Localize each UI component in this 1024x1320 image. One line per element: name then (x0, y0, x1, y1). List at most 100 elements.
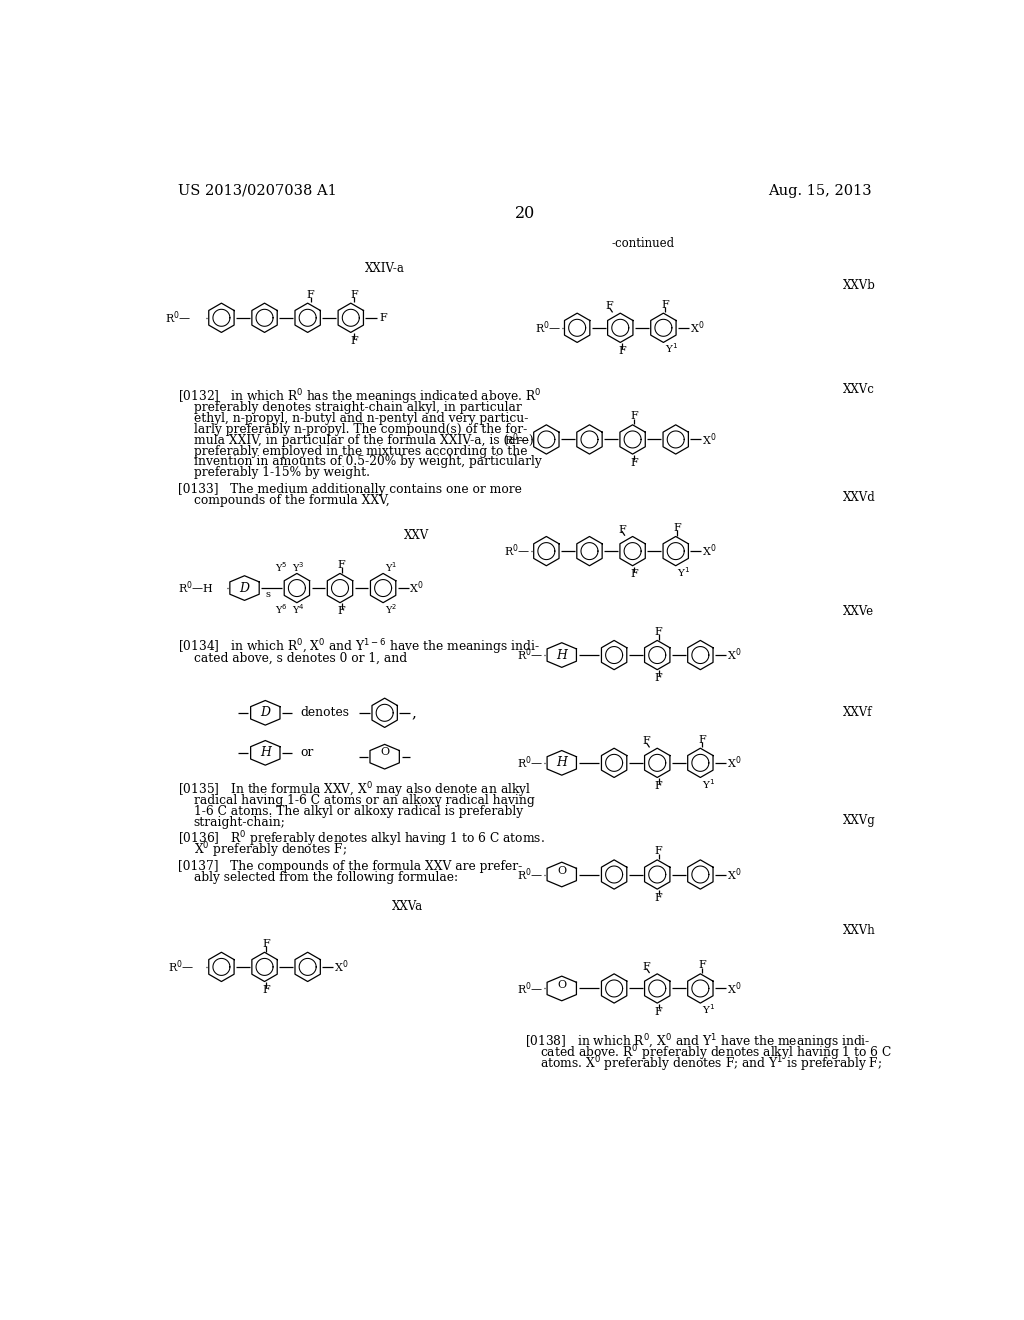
Text: R$^0$—: R$^0$— (504, 543, 530, 560)
Text: XXVe: XXVe (843, 605, 873, 618)
Text: Y$^3$: Y$^3$ (292, 561, 304, 574)
Text: X$^0$: X$^0$ (334, 958, 348, 975)
Text: R$^0$—: R$^0$— (165, 309, 191, 326)
Text: preferably employed in the mixtures according to the: preferably employed in the mixtures acco… (194, 445, 527, 458)
Text: H: H (260, 746, 270, 759)
Text: preferably denotes straight-chain alkyl, in particular: preferably denotes straight-chain alkyl,… (194, 401, 521, 414)
Text: F: F (338, 606, 345, 616)
Text: F: F (643, 737, 650, 746)
Text: [0136]   R$^0$ preferably denotes alkyl having 1 to 6 C atoms.: [0136] R$^0$ preferably denotes alkyl ha… (178, 829, 545, 849)
Text: Y$^5$: Y$^5$ (275, 561, 288, 574)
Text: O: O (380, 747, 389, 758)
Text: radical having 1-6 C atoms or an alkoxy radical having: radical having 1-6 C atoms or an alkoxy … (194, 795, 535, 807)
Text: [0135]   In the formula XXV, X$^0$ may also denote an alkyl: [0135] In the formula XXV, X$^0$ may als… (178, 780, 531, 800)
Text: F: F (655, 846, 663, 857)
Text: F: F (350, 289, 357, 300)
Text: F: F (605, 301, 613, 312)
Text: F: F (262, 939, 270, 949)
Text: F: F (379, 313, 387, 323)
Text: R$^0$—: R$^0$— (517, 866, 544, 883)
Text: F: F (338, 560, 345, 570)
Text: O: O (557, 866, 566, 875)
Text: O: O (557, 979, 566, 990)
Text: XXVf: XXVf (843, 706, 872, 719)
Text: D: D (240, 582, 250, 594)
Text: Y$^1$: Y$^1$ (385, 561, 397, 574)
Text: F: F (655, 673, 663, 684)
Text: US 2013/0207038 A1: US 2013/0207038 A1 (178, 183, 337, 198)
Text: X$^0$: X$^0$ (701, 432, 717, 447)
Text: invention in amounts of 0.5-20% by weight, particularly: invention in amounts of 0.5-20% by weigh… (194, 455, 542, 469)
Text: cated above, s denotes 0 or 1, and: cated above, s denotes 0 or 1, and (194, 652, 407, 665)
Text: R$^0$—: R$^0$— (504, 432, 530, 447)
Text: preferably 1-15% by weight.: preferably 1-15% by weight. (194, 466, 370, 479)
Text: F: F (350, 335, 357, 346)
Text: [0133]   The medium additionally contains one or more: [0133] The medium additionally contains … (178, 483, 522, 496)
Text: D: D (260, 706, 270, 719)
Text: XXVb: XXVb (843, 279, 876, 292)
Text: F: F (262, 985, 270, 995)
Text: F: F (307, 289, 314, 300)
Text: atoms. X$^0$ preferably denotes F; and Y$^1$ is preferably F;: atoms. X$^0$ preferably denotes F; and Y… (541, 1055, 883, 1073)
Text: compounds of the formula XXV,: compounds of the formula XXV, (194, 494, 389, 507)
Text: XXIV-a: XXIV-a (366, 261, 406, 275)
Text: Y$^6$: Y$^6$ (275, 602, 288, 615)
Text: Y$^2$: Y$^2$ (385, 602, 397, 615)
Text: XXVh: XXVh (843, 924, 876, 937)
Text: Y$^1$: Y$^1$ (701, 1002, 715, 1016)
Text: R$^0$—H: R$^0$—H (178, 579, 214, 597)
Text: F: F (698, 961, 706, 970)
Text: cated above. R$^0$ preferably denotes alkyl having 1 to 6 C: cated above. R$^0$ preferably denotes al… (541, 1043, 892, 1063)
Text: F: F (630, 569, 638, 579)
Text: ably selected from the following formulae:: ably selected from the following formula… (194, 871, 458, 884)
Text: X$^0$: X$^0$ (727, 981, 741, 997)
Text: F: F (655, 892, 663, 903)
Text: [0134]   in which R$^0$, X$^0$ and Y$^{1-6}$ have the meanings indi-: [0134] in which R$^0$, X$^0$ and Y$^{1-6… (178, 638, 540, 657)
Text: Y$^1$: Y$^1$ (677, 565, 690, 578)
Text: 20: 20 (515, 206, 535, 222)
Text: XXVd: XXVd (843, 491, 876, 504)
Text: F: F (617, 346, 626, 356)
Text: X$^0$: X$^0$ (701, 543, 717, 560)
Text: H: H (556, 648, 567, 661)
Text: F: F (630, 458, 638, 467)
Text: F: F (617, 524, 626, 535)
Text: Y$^4$: Y$^4$ (292, 602, 305, 615)
Text: X$^0$ preferably denotes F;: X$^0$ preferably denotes F; (194, 840, 347, 859)
Text: -continued: -continued (611, 236, 675, 249)
Text: X$^0$: X$^0$ (410, 579, 424, 597)
Text: X$^0$: X$^0$ (727, 755, 741, 771)
Text: F: F (674, 523, 681, 533)
Text: ,: , (412, 706, 417, 719)
Text: F: F (630, 412, 638, 421)
Text: R$^0$—: R$^0$— (517, 981, 544, 997)
Text: s: s (265, 590, 270, 599)
Text: F: F (655, 627, 663, 638)
Text: larly preferably n-propyl. The compound(s) of the for-: larly preferably n-propyl. The compound(… (194, 422, 527, 436)
Text: Y$^1$: Y$^1$ (701, 776, 715, 791)
Text: R$^0$—: R$^0$— (535, 319, 561, 337)
Text: F: F (655, 1007, 663, 1016)
Text: ethyl, n-propyl, n-butyl and n-pentyl and very particu-: ethyl, n-propyl, n-butyl and n-pentyl an… (194, 412, 528, 425)
Text: R$^0$—: R$^0$— (517, 755, 544, 771)
Text: X$^0$: X$^0$ (689, 319, 703, 337)
Text: R$^0$—: R$^0$— (517, 647, 544, 664)
Text: denotes: denotes (300, 706, 349, 719)
Text: F: F (655, 781, 663, 791)
Text: XXVc: XXVc (843, 383, 874, 396)
Text: Aug. 15, 2013: Aug. 15, 2013 (768, 183, 871, 198)
Text: XXVg: XXVg (843, 814, 876, 828)
Text: [0132]   in which R$^0$ has the meanings indicated above. R$^0$: [0132] in which R$^0$ has the meanings i… (178, 387, 542, 407)
Text: R$^0$—: R$^0$— (168, 958, 195, 975)
Text: XXV: XXV (403, 529, 429, 543)
Text: Y$^1$: Y$^1$ (665, 342, 678, 355)
Text: mula XXIV, in particular of the formula XXIV-a, is (are): mula XXIV, in particular of the formula … (194, 434, 534, 446)
Text: [0137]   The compounds of the formula XXV are prefer-: [0137] The compounds of the formula XXV … (178, 861, 522, 874)
Text: F: F (698, 735, 706, 744)
Text: H: H (556, 756, 567, 770)
Text: straight-chain;: straight-chain; (194, 816, 286, 829)
Text: or: or (300, 746, 313, 759)
Text: [0138]   in which R$^0$, X$^0$ and Y$^1$ have the meanings indi-: [0138] in which R$^0$, X$^0$ and Y$^1$ h… (524, 1032, 870, 1052)
Text: F: F (662, 300, 669, 310)
Text: X$^0$: X$^0$ (727, 866, 741, 883)
